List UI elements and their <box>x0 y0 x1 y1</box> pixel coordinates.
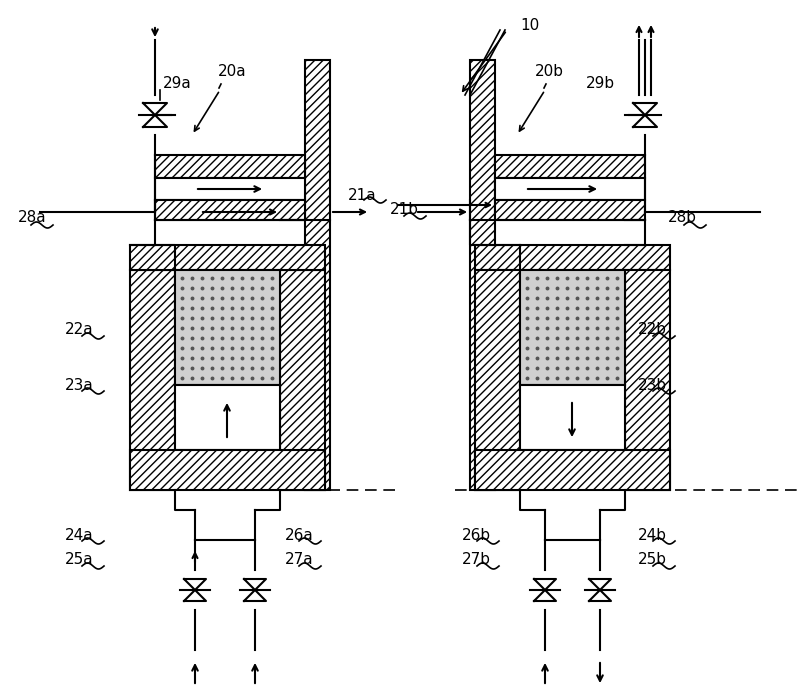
Bar <box>520 385 625 450</box>
Text: 28b: 28b <box>668 211 697 226</box>
Text: 24a: 24a <box>65 528 94 543</box>
Polygon shape <box>589 579 611 590</box>
Polygon shape <box>534 590 556 601</box>
Polygon shape <box>184 579 206 590</box>
Text: 22b: 22b <box>638 322 667 338</box>
Text: 20a: 20a <box>218 64 246 80</box>
Text: 21a: 21a <box>348 187 377 202</box>
Bar <box>495 155 645 178</box>
Polygon shape <box>143 115 167 127</box>
Polygon shape <box>244 590 266 601</box>
Text: 10: 10 <box>520 18 540 33</box>
Text: 25b: 25b <box>638 552 667 567</box>
Bar <box>470 60 495 490</box>
Bar <box>475 245 670 270</box>
Bar <box>130 450 325 490</box>
Bar <box>495 200 645 220</box>
Bar <box>130 270 175 490</box>
Bar <box>155 200 305 220</box>
Polygon shape <box>244 579 266 590</box>
Bar <box>175 270 280 385</box>
Polygon shape <box>589 590 611 601</box>
Text: 27b: 27b <box>462 552 491 567</box>
Bar <box>280 270 325 490</box>
Bar <box>175 385 280 450</box>
Bar <box>475 270 520 490</box>
Text: 23b: 23b <box>638 377 667 392</box>
Bar <box>625 270 670 490</box>
Bar <box>495 178 645 200</box>
Bar <box>155 155 305 178</box>
Bar <box>305 60 330 490</box>
Text: 28a: 28a <box>18 211 46 226</box>
Text: 29a: 29a <box>163 75 192 91</box>
Text: 26a: 26a <box>285 528 314 543</box>
Text: 21b: 21b <box>390 202 419 217</box>
Polygon shape <box>633 103 657 115</box>
Text: 27a: 27a <box>285 552 314 567</box>
Polygon shape <box>534 579 556 590</box>
Text: 24b: 24b <box>638 528 667 543</box>
Bar <box>155 178 305 200</box>
Text: 20b: 20b <box>535 64 564 80</box>
Polygon shape <box>184 590 206 601</box>
Text: 25a: 25a <box>65 552 94 567</box>
Text: 29b: 29b <box>586 75 615 91</box>
Bar <box>520 270 625 385</box>
Polygon shape <box>143 103 167 115</box>
Polygon shape <box>633 115 657 127</box>
Bar <box>475 450 670 490</box>
Text: 23a: 23a <box>65 377 94 392</box>
Bar <box>130 245 325 270</box>
Text: 22a: 22a <box>65 322 94 338</box>
Text: 26b: 26b <box>462 528 491 543</box>
